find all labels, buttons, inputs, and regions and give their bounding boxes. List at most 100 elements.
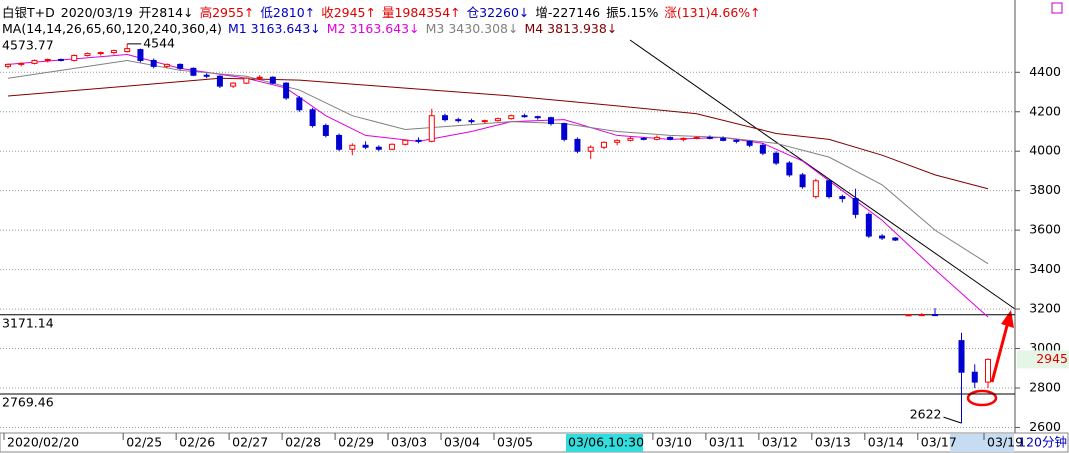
- last-price-label: 2945: [1036, 351, 1068, 366]
- x-axis-band: [0, 432, 1069, 453]
- candle-body: [349, 144, 356, 150]
- x-tick-label: 02/27: [232, 435, 268, 450]
- candle-body: [481, 120, 488, 123]
- candle-body: [203, 74, 210, 77]
- x-tick-label: 02/25: [126, 435, 162, 450]
- candle-body: [256, 76, 263, 79]
- ref-label: 3171.14: [2, 315, 54, 330]
- candle-body: [375, 146, 382, 150]
- candle-body: [932, 314, 939, 317]
- header-item: M3 3430.308↓: [425, 21, 519, 36]
- y-tick-label: 3800: [1029, 182, 1061, 197]
- candle-body: [985, 358, 991, 383]
- x-tick-label: 03/03: [391, 435, 427, 450]
- candle-body: [600, 141, 607, 148]
- ma-line: [7, 54, 989, 318]
- candle-body: [57, 58, 64, 61]
- candle-body: [97, 52, 104, 55]
- header-item: M2 3163.643↓: [326, 21, 420, 36]
- candle-body: [455, 119, 462, 122]
- candle-body: [587, 146, 594, 152]
- candle-body: [892, 237, 899, 241]
- candle-body: [468, 120, 475, 123]
- candle-body: [18, 62, 25, 65]
- candle-body: [495, 118, 501, 122]
- candle-body: [243, 77, 250, 84]
- x-tick-label: 2020/02/20: [7, 435, 79, 450]
- candle-body: [905, 314, 912, 317]
- header-item: M1 3163.643↓: [227, 21, 321, 36]
- candle-body: [680, 137, 687, 140]
- y-tick-label: 4200: [1029, 103, 1061, 118]
- last-price-box: [1017, 350, 1069, 369]
- candle-body: [733, 139, 740, 142]
- candle-body: [971, 371, 978, 383]
- candle-body: [746, 140, 753, 146]
- candle-body: [799, 174, 806, 188]
- selection-highlight: [950, 434, 1014, 452]
- candle-body: [826, 180, 833, 198]
- candle-body: [773, 152, 780, 164]
- candle-body: [322, 125, 329, 136]
- header-item: 低2810↑: [260, 5, 316, 20]
- header-item: 振5.15%: [606, 5, 659, 20]
- x-tick-label: 02/28: [285, 435, 321, 450]
- candle-body: [230, 82, 237, 87]
- candle-body: [627, 137, 634, 141]
- y-tick-label: 2600: [1029, 419, 1061, 434]
- candle-body: [309, 109, 316, 127]
- candle-body: [402, 139, 409, 145]
- trend-line: [629, 39, 1016, 310]
- candle-body: [216, 75, 223, 87]
- y-tick-label: 3400: [1029, 261, 1061, 276]
- header-item: 量1984354↑: [381, 5, 461, 20]
- candle-body: [865, 213, 872, 237]
- candle-body: [362, 144, 369, 148]
- candle-body: [389, 143, 396, 150]
- x-tick-label: 02/29: [338, 435, 374, 450]
- candle-body: [521, 115, 528, 118]
- header-item: MA(14,14,26,65,60,120,240,360,4): [2, 21, 222, 36]
- plot: 2600280030003200340036003800400042004400…: [0, 35, 1069, 452]
- candle-body: [31, 59, 38, 64]
- candle-body: [44, 58, 51, 61]
- candle-body: [706, 136, 713, 139]
- candle-body: [640, 137, 647, 140]
- y-tick-label: 4400: [1029, 64, 1061, 79]
- period-label: 120分钟: [1018, 435, 1067, 450]
- y-tick-label: 2800: [1029, 379, 1061, 394]
- header-item: 2020/03/19: [60, 5, 133, 20]
- candle-body: [336, 134, 343, 150]
- candle-body: [667, 136, 674, 140]
- x-tick-label: 03/04: [444, 435, 480, 450]
- candle-body: [5, 63, 11, 67]
- candle-body: [812, 180, 819, 198]
- candle-body: [124, 48, 131, 53]
- candle-body: [84, 53, 91, 57]
- candle-body: [653, 136, 660, 140]
- candle-body: [428, 115, 435, 142]
- candle-body: [958, 340, 965, 373]
- header-item: 白银T+D: [2, 5, 55, 20]
- y-tick-label: 3200: [1029, 301, 1061, 316]
- candle-body: [150, 59, 157, 67]
- candle-body: [918, 314, 925, 317]
- x-tick-label: 03/11: [709, 435, 745, 450]
- candle-body: [71, 55, 78, 61]
- x-tick-label: 03/13: [815, 435, 851, 450]
- candle-body: [163, 63, 170, 67]
- candle-body: [561, 123, 568, 140]
- candle-body: [296, 97, 303, 111]
- candle-body: [547, 117, 554, 125]
- candle-body: [693, 136, 700, 139]
- ma-line: [7, 59, 989, 265]
- header-item: 涨(131)4.66%↑: [664, 5, 761, 20]
- candle-body: [852, 198, 859, 215]
- header-item: 开2814↓: [138, 5, 194, 20]
- candle-body: [110, 50, 117, 54]
- ma-row: MA(14,14,26,65,60,120,240,360,4) M1 3163.…: [2, 21, 623, 36]
- header-item: 收2945↑: [321, 5, 376, 20]
